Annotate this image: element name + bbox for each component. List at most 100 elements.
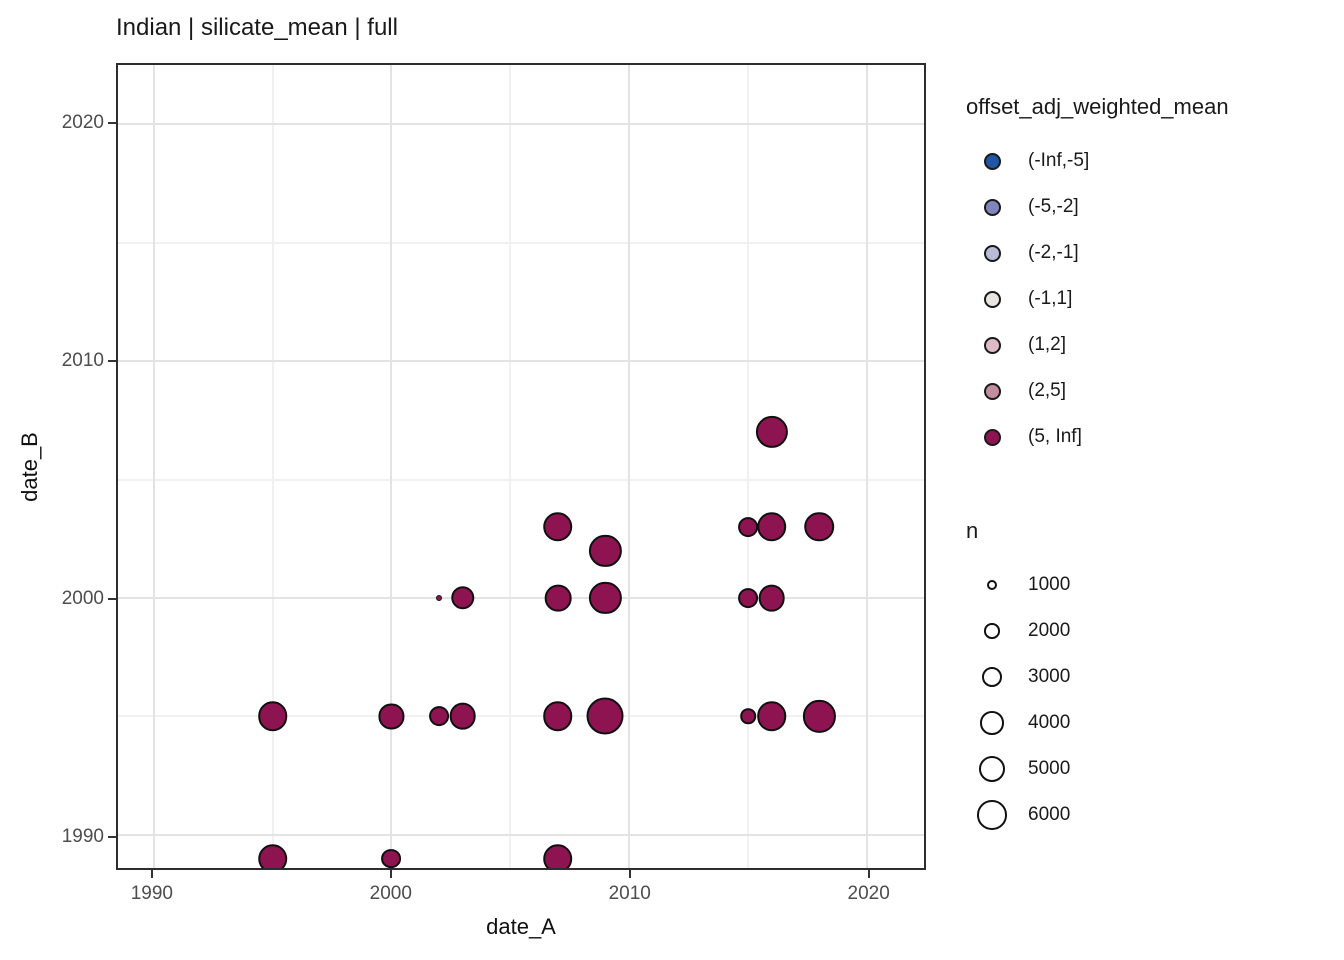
data-point xyxy=(758,584,786,612)
data-point xyxy=(757,701,787,732)
gridline-x-1990 xyxy=(152,65,155,868)
color-legend-items: (-Inf,-5] (-5,-2] (-2,-1] (-1,1] (1,2] (2,5] (… xyxy=(966,138,1338,460)
legend-key xyxy=(966,336,1018,354)
legend-key xyxy=(966,755,1018,783)
size-legend-label: 5000 xyxy=(1028,758,1071,779)
color-legend-item: (-5,-2] xyxy=(966,184,1338,230)
color-legend-item: (2,5] xyxy=(966,368,1338,414)
color-swatch-icon xyxy=(983,198,1001,216)
x-tick-mark xyxy=(150,870,153,878)
size-legend-item: 5000 xyxy=(966,746,1338,792)
color-swatch-icon xyxy=(983,290,1001,308)
size-circle-icon xyxy=(978,755,1006,783)
color-legend-label: (-2,-1] xyxy=(1028,242,1079,263)
x-tick-label: 2000 xyxy=(369,883,412,904)
gridline-x-2015 xyxy=(747,65,750,868)
data-point xyxy=(738,588,758,608)
gridline-y-2000 xyxy=(118,596,924,599)
data-point xyxy=(589,534,622,567)
plot-title: Indian | silicate_mean | full xyxy=(116,14,398,41)
color-legend: offset_adj_weighted_mean (-Inf,-5] (-5,-2… xyxy=(966,94,1338,460)
size-legend-item: 2000 xyxy=(966,608,1338,654)
gridline-x-2000 xyxy=(390,65,393,868)
gridline-x-2010 xyxy=(628,65,631,868)
color-swatch-icon xyxy=(983,244,1001,262)
size-circle-icon xyxy=(984,623,1000,639)
data-point xyxy=(543,843,573,868)
data-point xyxy=(435,594,442,601)
data-point xyxy=(586,697,624,735)
color-swatch-icon xyxy=(983,428,1001,446)
data-point xyxy=(381,848,402,868)
data-point xyxy=(543,512,573,542)
color-swatch-icon xyxy=(983,382,1001,400)
y-tick-mark xyxy=(108,359,116,362)
data-point xyxy=(803,700,836,733)
x-tick-mark xyxy=(867,870,870,878)
size-legend-title: n xyxy=(966,518,979,543)
x-tick-label: 2010 xyxy=(608,883,651,904)
color-legend-label: (-Inf,-5] xyxy=(1028,150,1090,171)
size-legend-label: 6000 xyxy=(1028,804,1071,825)
size-legend-items: 1000 2000 3000 4000 5000 6000 xyxy=(966,562,1338,838)
color-legend-label: (-1,1] xyxy=(1028,288,1073,309)
data-point xyxy=(589,581,622,615)
gridline-y-1990 xyxy=(118,833,924,836)
data-point xyxy=(740,708,756,725)
y-tick-label: 2010 xyxy=(61,349,104,371)
size-circle-icon xyxy=(987,580,997,590)
y-tick-mark xyxy=(108,121,116,124)
legend-key xyxy=(966,711,1018,735)
y-tick-mark xyxy=(108,597,116,600)
data-point xyxy=(378,703,404,729)
data-point xyxy=(449,703,477,730)
color-legend-item: (-Inf,-5] xyxy=(966,138,1338,184)
color-legend-label: (5, Inf] xyxy=(1028,426,1082,447)
y-tick-label: 2020 xyxy=(61,111,104,133)
size-legend-label: 4000 xyxy=(1028,712,1071,733)
data-point xyxy=(544,584,572,612)
gridline-x-2005 xyxy=(509,65,512,868)
color-legend-item: (1,2] xyxy=(966,322,1338,368)
size-circle-icon xyxy=(980,711,1004,735)
size-circle-icon xyxy=(982,667,1002,687)
color-legend-label: (2,5] xyxy=(1028,380,1067,401)
legend-key xyxy=(966,198,1018,216)
size-legend-item: 1000 xyxy=(966,562,1338,608)
legend-key xyxy=(966,428,1018,446)
x-tick-label: 1990 xyxy=(130,883,173,904)
gridline-x-2020 xyxy=(865,65,868,868)
x-tick-mark xyxy=(628,870,631,878)
color-legend-label: (-5,-2] xyxy=(1028,196,1079,217)
color-legend-item: (5, Inf] xyxy=(966,414,1338,460)
gridline-y-2005 xyxy=(118,478,924,481)
color-legend-item: (-2,-1] xyxy=(966,230,1338,276)
size-legend-item: 6000 xyxy=(966,792,1338,838)
color-swatch-icon xyxy=(983,336,1001,354)
legend-key xyxy=(966,623,1018,639)
size-legend-item: 4000 xyxy=(966,700,1338,746)
x-tick-label: 2020 xyxy=(847,883,890,904)
legend-key xyxy=(966,382,1018,400)
gridline-y-2020 xyxy=(118,123,924,126)
size-legend-label: 2000 xyxy=(1028,620,1071,641)
legend-key xyxy=(966,580,1018,590)
y-tick-mark xyxy=(108,835,116,838)
size-legend-label: 3000 xyxy=(1028,666,1071,687)
data-point xyxy=(451,586,475,610)
size-legend-item: 3000 xyxy=(966,654,1338,700)
y-axis-title: date_B xyxy=(17,432,42,502)
gridline-y-2015 xyxy=(118,241,924,244)
gridline-x-1995 xyxy=(271,65,274,868)
legend-key xyxy=(966,800,1018,830)
color-swatch-icon xyxy=(983,152,1001,170)
data-point xyxy=(257,843,288,868)
size-legend-label: 1000 xyxy=(1028,574,1071,595)
data-point xyxy=(755,416,788,449)
size-circle-icon xyxy=(977,800,1007,830)
legend-key xyxy=(966,152,1018,170)
x-tick-mark xyxy=(389,870,392,878)
plot-panel xyxy=(116,63,926,870)
color-legend-item: (-1,1] xyxy=(966,276,1338,322)
